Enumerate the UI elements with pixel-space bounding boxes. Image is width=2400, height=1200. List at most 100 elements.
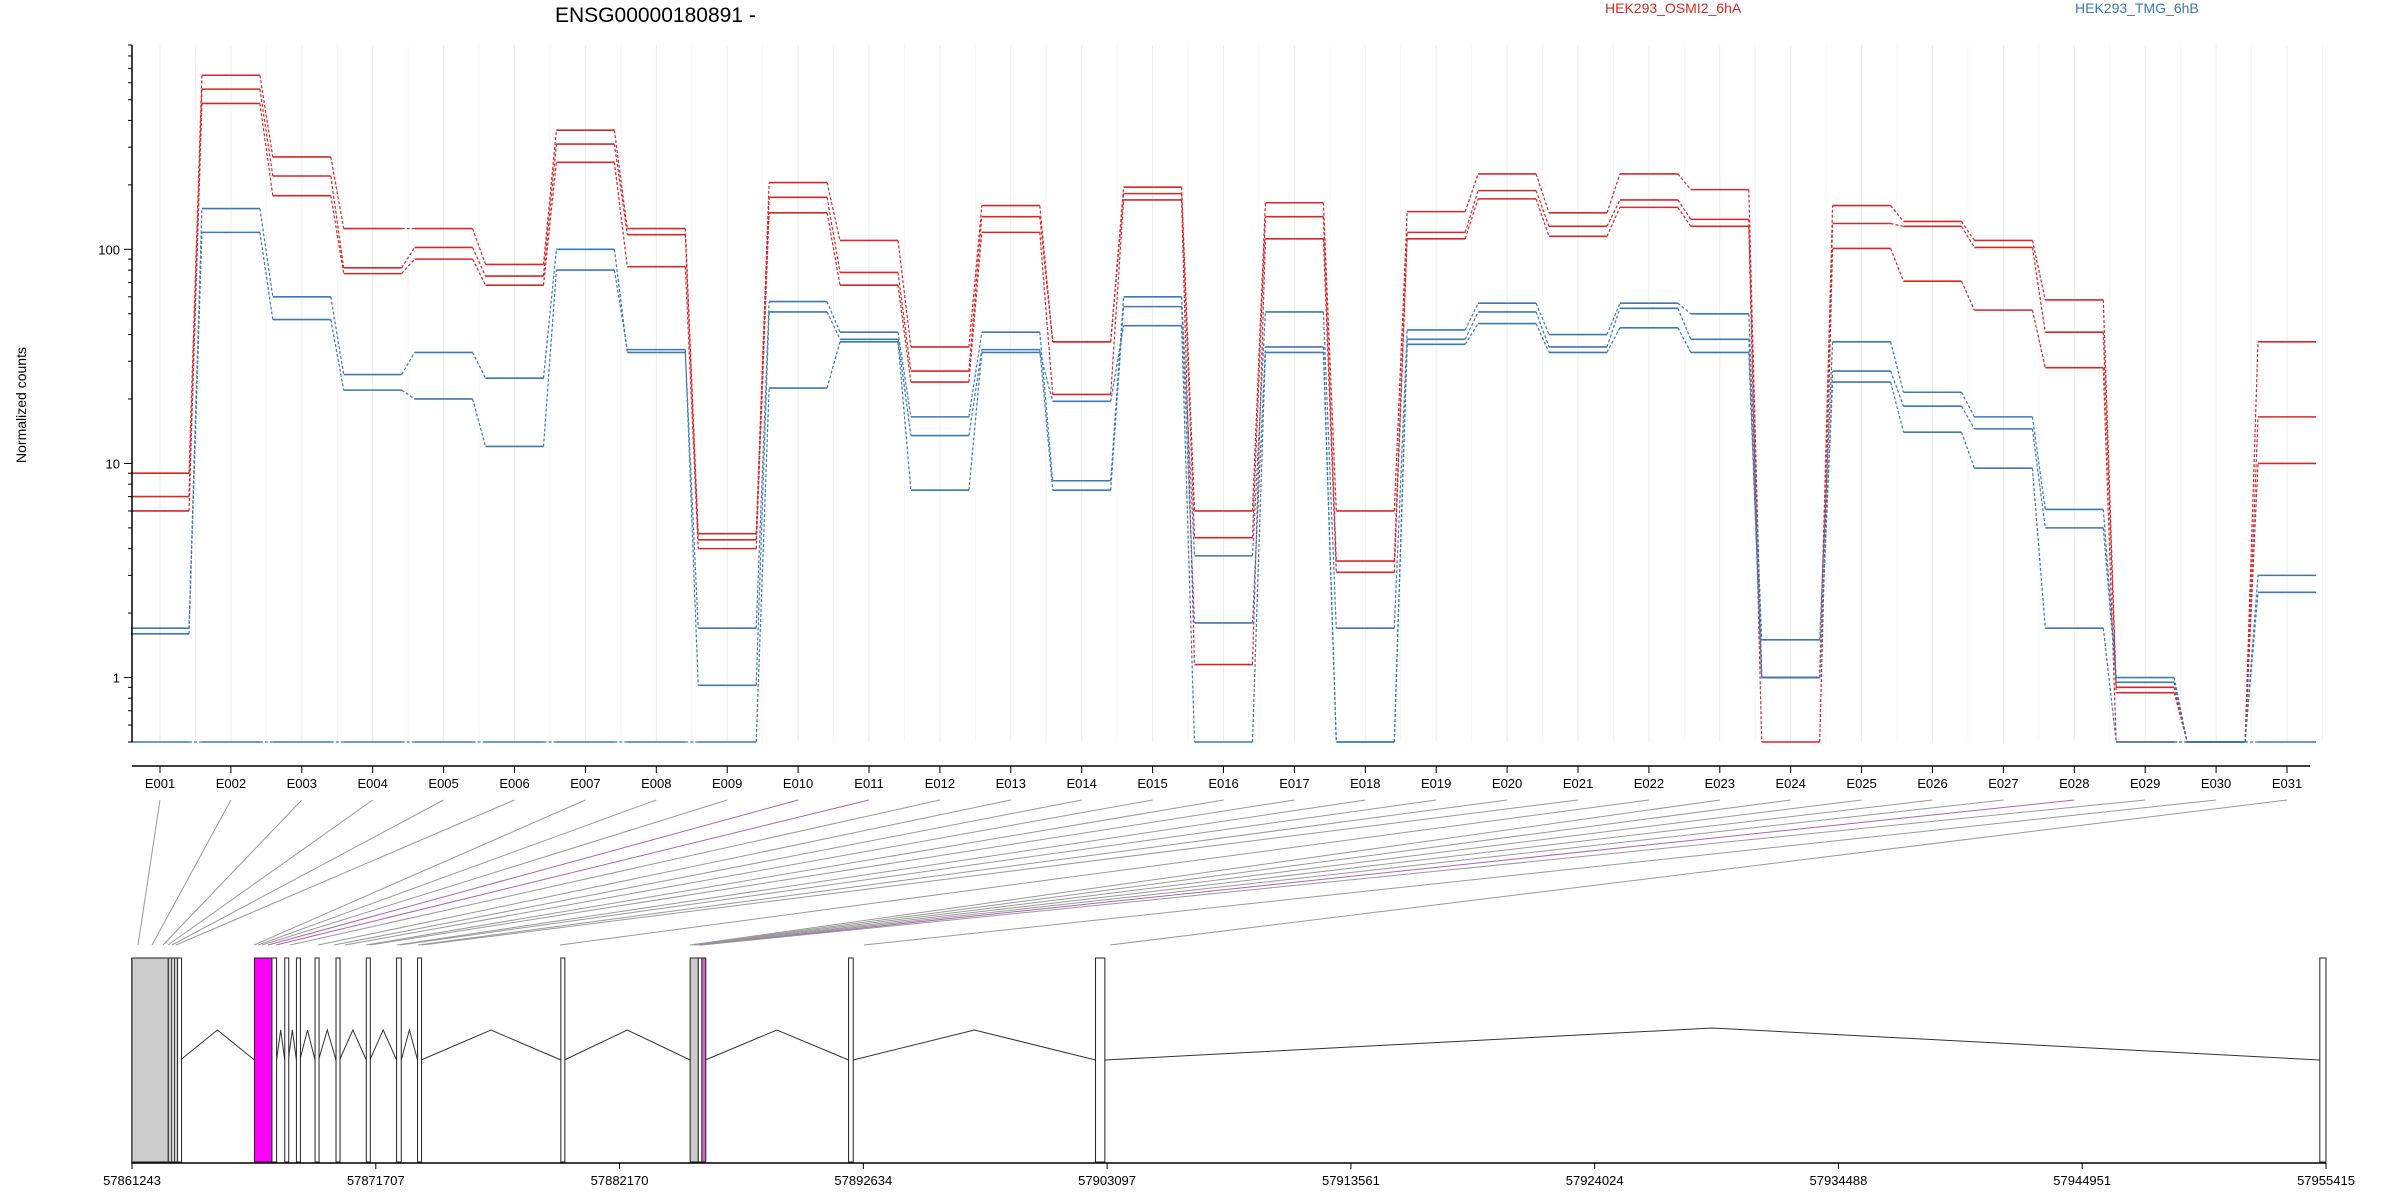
chart-title: ENSG00000180891 -: [555, 4, 756, 27]
series-transition: [2102, 628, 2117, 743]
gene-model-track: 57861243 57871707 57882170 57892634 57903097…: [103, 957, 2355, 1188]
exon-connector: [1109, 799, 2288, 946]
series-transition: [1748, 352, 1763, 678]
x-tick-label: E030: [2201, 776, 2231, 791]
exon-block: [295, 957, 301, 1163]
series-transition: [613, 130, 628, 229]
intron: [420, 1029, 562, 1061]
series-transition: [1251, 346, 1266, 623]
x-tick-label: E006: [499, 776, 529, 791]
exon-connector: [863, 799, 2217, 946]
series-transition: [897, 272, 912, 372]
genome-tick-label: 57861243: [103, 1173, 161, 1188]
intron: [369, 1028, 398, 1061]
series-transition: [1464, 323, 1479, 345]
exon-block: [396, 957, 402, 1163]
series-layer: [131, 74, 2316, 743]
exon-block: [271, 957, 278, 1163]
series-transition: [755, 301, 770, 629]
genome-tick-label: 57955415: [2297, 1173, 2355, 1188]
series-transition: [472, 247, 487, 277]
x-tick-label: E003: [287, 776, 317, 791]
series-transition: [542, 130, 557, 265]
exon-connector: [253, 799, 586, 946]
series-transition: [188, 232, 203, 634]
exon-block: [365, 957, 371, 1163]
x-tick-label: E022: [1634, 776, 1664, 791]
genome-tick-label: 57934488: [1810, 1173, 1868, 1188]
series-transition: [1819, 223, 1834, 678]
series-transition: [755, 212, 770, 549]
exon-connector: [137, 799, 161, 946]
series-transition: [1039, 205, 1054, 342]
series-transition: [1890, 381, 1905, 433]
genome-tick-label: 57882170: [591, 1173, 649, 1188]
intron: [705, 1029, 849, 1061]
exon-block: [560, 957, 566, 1163]
series-transition: [2031, 428, 2046, 528]
exon-connector: [167, 799, 373, 946]
x-tick-label: E009: [712, 776, 742, 791]
series-transition: [1251, 202, 1266, 511]
series-transition: [2031, 468, 2046, 629]
x-tick-label: E007: [570, 776, 600, 791]
series-transition: [755, 311, 770, 686]
series-transition: [826, 197, 841, 273]
series-transition: [2102, 332, 2117, 693]
series-transition: [1393, 344, 1408, 743]
series-transition: [1961, 221, 1975, 241]
genome-tick-label: 57924024: [1566, 1173, 1624, 1188]
series-transition: [684, 352, 699, 629]
genome-tick-label: 57944951: [2053, 1173, 2111, 1188]
exon-connector: [175, 799, 515, 946]
series-transition: [1677, 199, 1692, 220]
series-transition: [1890, 341, 1905, 393]
series-transition: [1181, 296, 1196, 556]
series-transition: [1251, 311, 1266, 556]
series-transition: [968, 352, 983, 491]
y-axis-label: Normalized counts: [13, 347, 29, 463]
series-transition: [968, 216, 983, 372]
exon-connector: [289, 799, 941, 946]
intron: [180, 1029, 255, 1061]
legend-entry-osmi2: HEK293_OSMI2_6hA: [1605, 0, 1742, 16]
series-transition: [1535, 323, 1550, 353]
series-transition: [1890, 222, 1904, 227]
series-transition: [1677, 308, 1692, 340]
exon-block: [2319, 957, 2327, 1163]
series-transition: [897, 240, 912, 348]
genome-tick-label: 57913561: [1322, 1173, 1380, 1188]
genome-tick-label: 57892634: [834, 1173, 892, 1188]
exon-block: [335, 957, 341, 1163]
intron: [287, 1029, 297, 1061]
x-tick-label: E026: [1917, 776, 1947, 791]
series-transition: [542, 249, 557, 379]
x-tick-label: E019: [1421, 776, 1451, 791]
exon-block: [314, 957, 320, 1163]
series-transition: [1393, 238, 1408, 573]
series-transition: [613, 269, 628, 350]
exon-connector: [399, 799, 1437, 946]
x-gridlines: [159, 45, 2323, 742]
series-transition: [1464, 173, 1479, 212]
series-transition: [1819, 381, 1834, 678]
exon-block: [284, 957, 290, 1163]
series-transition: [1181, 306, 1196, 623]
series-transition: [968, 205, 983, 347]
x-tick-label: E013: [996, 776, 1026, 791]
x-tick-label: E029: [2130, 776, 2160, 791]
exon-connector: [689, 799, 1720, 946]
series-transition: [826, 212, 841, 286]
series-transition: [1039, 352, 1054, 402]
exon-block: [1095, 957, 1106, 1163]
series-transition: [1251, 216, 1266, 538]
series-transition: [1110, 306, 1125, 491]
exon-block: [177, 957, 183, 1163]
series-transition: [2031, 416, 2046, 510]
series-transition: [2244, 592, 2259, 743]
series-6: [131, 322, 2316, 743]
x-tick-label: E027: [1988, 776, 2018, 791]
series-transition: [472, 398, 487, 447]
intron: [339, 1028, 367, 1061]
intron: [299, 1029, 316, 1061]
